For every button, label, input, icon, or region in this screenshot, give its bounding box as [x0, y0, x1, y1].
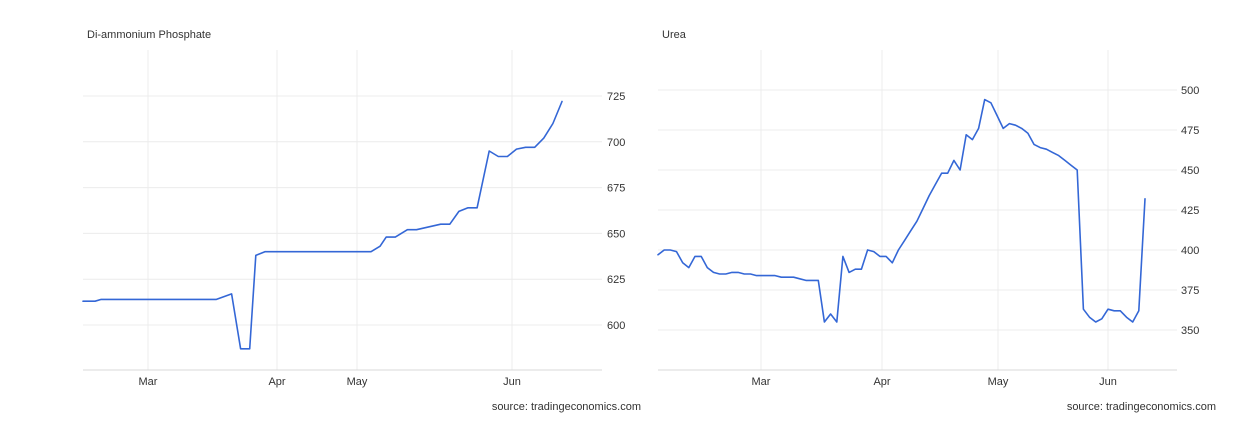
- chart-panel-urea: Urea 350 375 400 425 450 475 500 Mar Apr May Jun s…: [629, 0, 1258, 448]
- chart-dap: 600 625 650 675 700 725 Mar Apr May Jun: [82, 50, 625, 388]
- x-tick-label: Jun: [1099, 376, 1117, 388]
- y-tick-label: 500: [1181, 85, 1199, 97]
- x-tick-label: Apr: [873, 376, 890, 388]
- y-tick-label: 650: [607, 228, 625, 240]
- x-tick-label: Apr: [268, 376, 285, 388]
- y-tick-label: 675: [607, 183, 625, 195]
- y-tick-label: 400: [1181, 245, 1199, 257]
- chart-urea: 350 375 400 425 450 475 500 Mar Apr May Jun: [657, 50, 1199, 388]
- y-tick-label: 725: [607, 91, 625, 103]
- source-label: source: tradingeconomics.com: [1066, 401, 1216, 413]
- source-label: source: tradingeconomics.com: [491, 401, 641, 413]
- y-tick-label: 450: [1181, 165, 1199, 177]
- y-tick-label: 375: [1181, 285, 1199, 297]
- x-tick-label: May: [988, 376, 1009, 388]
- chart-title: Urea: [662, 29, 686, 41]
- y-tick-label: 625: [607, 274, 625, 286]
- y-tick-label: 700: [607, 137, 625, 149]
- chart-panel-dap: Di-ammonium Phosphate 600 625 650 675 700 725…: [82, 29, 641, 413]
- chart-title: Di-ammonium Phosphate: [87, 29, 212, 41]
- series-line: [657, 98, 1146, 323]
- x-tick-label: Mar: [139, 376, 158, 388]
- x-tick-label: May: [347, 376, 368, 388]
- x-tick-label: Jun: [503, 376, 521, 388]
- y-tick-label: 600: [607, 320, 625, 332]
- y-tick-label: 425: [1181, 205, 1199, 217]
- x-tick-label: Mar: [752, 376, 771, 388]
- y-tick-label: 475: [1181, 125, 1199, 137]
- series-line: [82, 100, 563, 350]
- y-tick-label: 350: [1181, 325, 1199, 337]
